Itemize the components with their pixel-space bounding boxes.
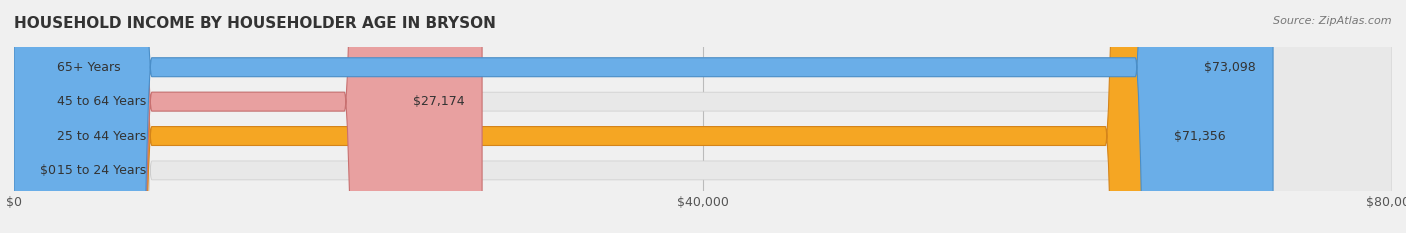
Text: 15 to 24 Years: 15 to 24 Years — [58, 164, 146, 177]
FancyBboxPatch shape — [14, 0, 482, 233]
FancyBboxPatch shape — [14, 0, 1392, 233]
Text: 25 to 44 Years: 25 to 44 Years — [58, 130, 146, 143]
Text: 45 to 64 Years: 45 to 64 Years — [58, 95, 146, 108]
FancyBboxPatch shape — [14, 0, 1272, 233]
Text: Source: ZipAtlas.com: Source: ZipAtlas.com — [1274, 16, 1392, 26]
Text: 65+ Years: 65+ Years — [58, 61, 121, 74]
FancyBboxPatch shape — [14, 0, 1243, 233]
FancyBboxPatch shape — [14, 0, 1392, 233]
Text: $27,174: $27,174 — [413, 95, 465, 108]
Text: HOUSEHOLD INCOME BY HOUSEHOLDER AGE IN BRYSON: HOUSEHOLD INCOME BY HOUSEHOLDER AGE IN B… — [14, 16, 496, 31]
Text: $0: $0 — [39, 164, 56, 177]
FancyBboxPatch shape — [14, 0, 1392, 233]
Text: $71,356: $71,356 — [1174, 130, 1226, 143]
FancyBboxPatch shape — [14, 0, 1392, 233]
Text: $73,098: $73,098 — [1204, 61, 1256, 74]
